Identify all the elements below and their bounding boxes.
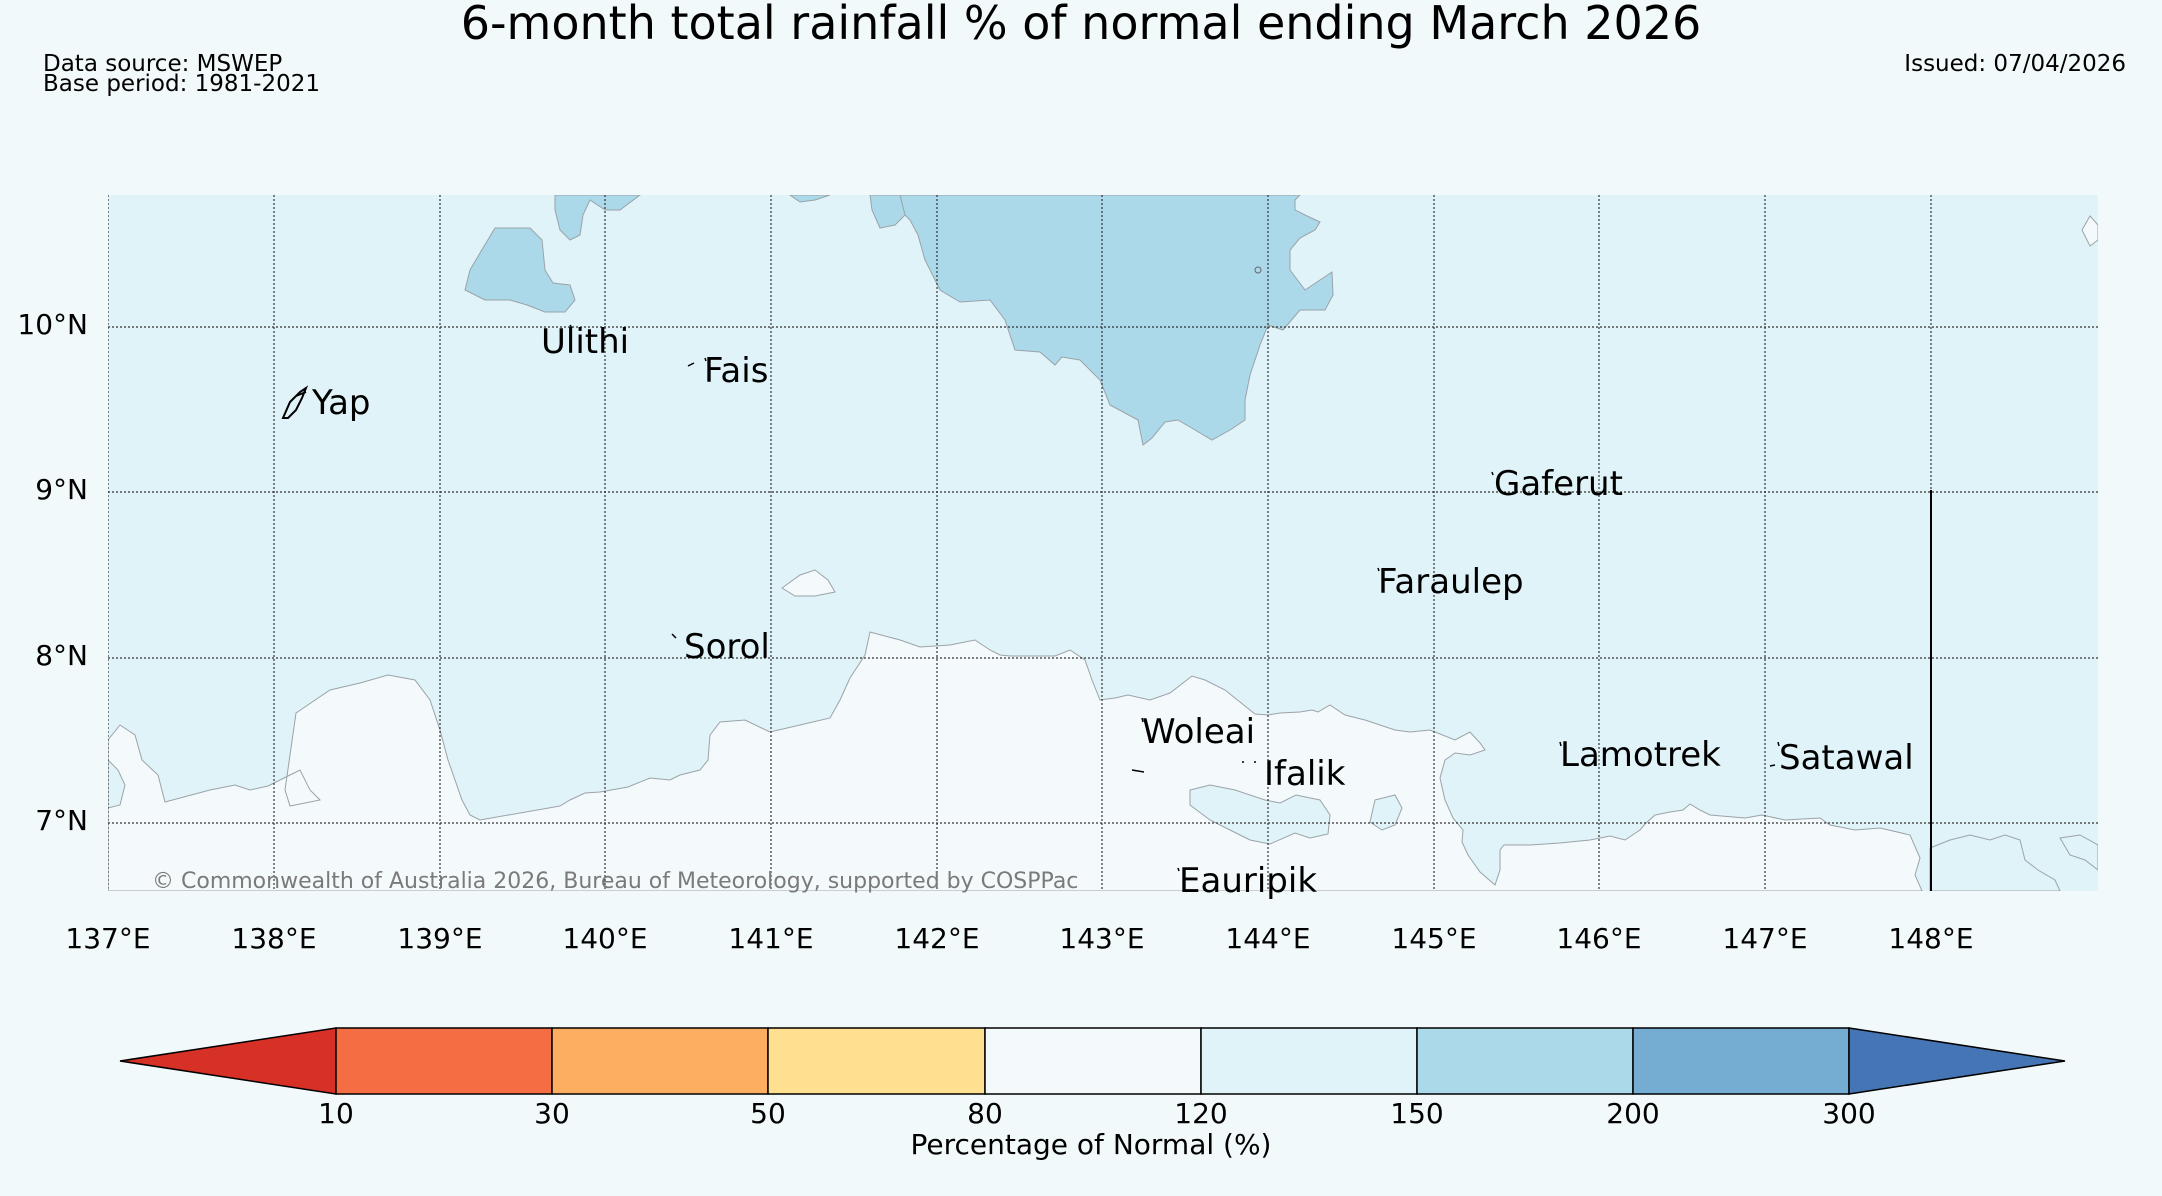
lon-label-143e: 143°E	[1059, 922, 1145, 955]
colorbar-tick-120: 120	[1174, 1097, 1228, 1130]
colorbar-tick-150: 150	[1390, 1097, 1444, 1130]
rain-zone-patch-e	[108, 759, 126, 809]
copyright-notice: © Commonwealth of Australia 2026, Bureau…	[152, 869, 1079, 894]
colorbar-swatch-1	[335, 1027, 553, 1095]
colorbar-swatch-4	[984, 1027, 1202, 1095]
colorbar-tick-300: 300	[1822, 1097, 1876, 1130]
place-gaferut: Gaferut	[1494, 464, 1623, 504]
place-woleai: Woleai	[1142, 712, 1256, 752]
meta-info: Data source: MSWEP Base period: 1981-202…	[43, 51, 321, 97]
rain-zone-150-200-west	[464, 227, 576, 313]
colorbar-swatch-8	[1848, 1027, 2066, 1095]
atoll-marks	[569, 324, 1780, 872]
small-islet	[1254, 266, 1262, 274]
lon-label-140e: 140°E	[562, 922, 648, 955]
rain-zone-patch-a	[1189, 784, 1331, 845]
colorbar	[119, 1027, 2066, 1095]
rain-zone-150-200-top3	[869, 195, 906, 229]
colorbar-swatch-2	[551, 1027, 769, 1095]
rain-zone-150-200-top2	[789, 195, 831, 203]
lon-label-145e: 145°E	[1391, 922, 1477, 955]
rain-zone-150-200-top1	[554, 195, 641, 241]
lon-label-137e: 137°E	[65, 922, 151, 955]
colorbar-tick-30: 30	[534, 1097, 570, 1130]
rain-zone-80-120	[108, 631, 1923, 891]
place-eauripik: Eauripik	[1179, 861, 1318, 901]
colorbar-tick-10: 10	[318, 1097, 354, 1130]
dry-spot-north	[781, 569, 836, 597]
map-title: 6-month total rainfall % of normal endin…	[460, 0, 1702, 50]
issued-date: Issued: 07/04/2026	[1904, 51, 2126, 77]
place-lamotrek: Lamotrek	[1560, 735, 1721, 775]
lon-label-147e: 147°E	[1722, 922, 1808, 955]
yap-island	[281, 385, 309, 419]
dry-spot-northeast	[2081, 215, 2098, 247]
place-sorol: Sorol	[684, 627, 770, 667]
lon-label-144e: 144°E	[1225, 922, 1311, 955]
colorbar-label: Percentage of Normal (%)	[910, 1128, 1272, 1161]
colorbar-swatch-5	[1200, 1027, 1418, 1095]
lat-label-9n: 9°N	[35, 473, 88, 506]
rain-zone-patch-d	[2059, 834, 2098, 871]
lon-label-148e: 148°E	[1888, 922, 1974, 955]
lat-label-10n: 10°N	[17, 308, 88, 341]
colorbar-tick-80: 80	[967, 1097, 1003, 1130]
place-fais: Fais	[704, 351, 769, 391]
lon-label-142e: 142°E	[894, 922, 980, 955]
place-faraulep: Faraulep	[1378, 562, 1524, 602]
data-source: Data source: MSWEP	[43, 51, 283, 77]
colorbar-swatch-3	[767, 1027, 986, 1095]
lat-label-7n: 7°N	[35, 804, 88, 837]
colorbar-swatch-7	[1632, 1027, 1850, 1095]
place-yap: Yap	[312, 383, 371, 423]
place-ifalik: Ifalik	[1264, 754, 1346, 794]
rain-zone-patch-c	[1929, 834, 2061, 891]
lon-label-141e: 141°E	[728, 922, 814, 955]
lon-label-138e: 138°E	[231, 922, 317, 955]
lat-label-8n: 8°N	[35, 639, 88, 672]
colorbar-swatch-0	[119, 1027, 337, 1095]
place-ulithi: Ulithi	[541, 322, 630, 362]
colorbar-swatch-6	[1416, 1027, 1634, 1095]
place-satawal: Satawal	[1779, 738, 1914, 778]
base-period: Base period: 1981-2021	[43, 71, 321, 97]
rain-zone-patch-b	[1369, 794, 1403, 831]
lon-label-146e: 146°E	[1556, 922, 1642, 955]
colorbar-tick-50: 50	[750, 1097, 786, 1130]
colorbar-tick-200: 200	[1606, 1097, 1660, 1130]
lon-label-139e: 139°E	[397, 922, 483, 955]
